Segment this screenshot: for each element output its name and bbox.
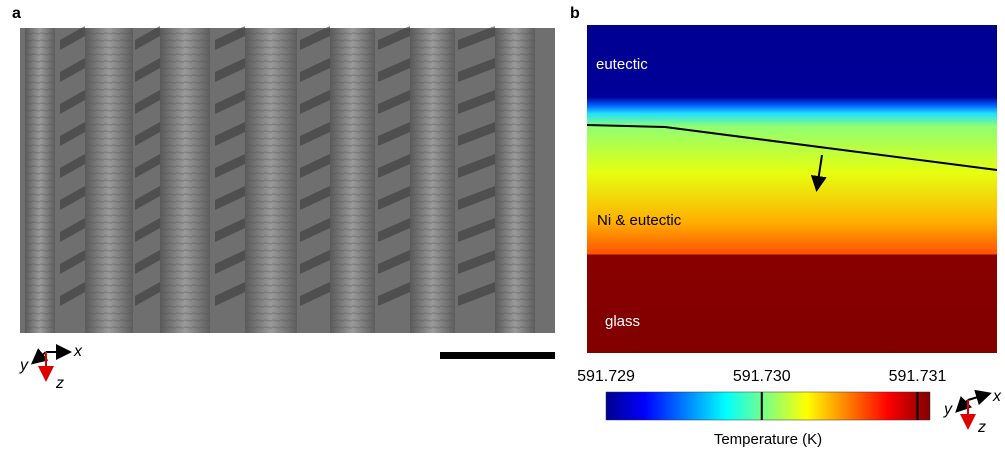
simulation-map: eutectic Ni & eutectic glass — [587, 25, 997, 353]
panel-label: a — [12, 5, 21, 22]
colorbar-title: Temperature (K) — [714, 431, 822, 448]
region-label: eutectic — [596, 56, 648, 73]
fiber-rings — [245, 28, 297, 333]
axis-label: z — [55, 375, 64, 392]
axis-label: z — [977, 419, 986, 436]
fiber-rings — [330, 28, 375, 333]
figure: a x y z b eutectic Ni & eutectic glass T… — [0, 0, 1005, 455]
colorbar: Temperature (K) 591.729 591.730 591.731 — [577, 368, 946, 448]
axis-label: x — [73, 343, 83, 360]
axis-label: y — [19, 357, 29, 374]
scale-bar — [440, 352, 555, 359]
tick-label: 591.731 — [889, 368, 947, 385]
sem-image — [20, 26, 555, 333]
fiber-rings — [85, 28, 133, 333]
axis-label: y — [943, 401, 953, 418]
panel-label: b — [570, 5, 580, 22]
fiber-rings — [160, 28, 210, 333]
axis-label: x — [992, 388, 1002, 405]
fiber-rings — [410, 28, 455, 333]
region-label: Ni & eutectic — [597, 212, 682, 229]
fiber-rings — [25, 28, 55, 333]
axes-glyph: x y z — [943, 388, 1002, 436]
region-label: glass — [605, 313, 640, 330]
axes-glyph: x y z — [19, 343, 83, 392]
tick-label: 591.729 — [577, 368, 635, 385]
fiber-rings — [495, 28, 535, 333]
tick-label: 591.730 — [733, 368, 791, 385]
